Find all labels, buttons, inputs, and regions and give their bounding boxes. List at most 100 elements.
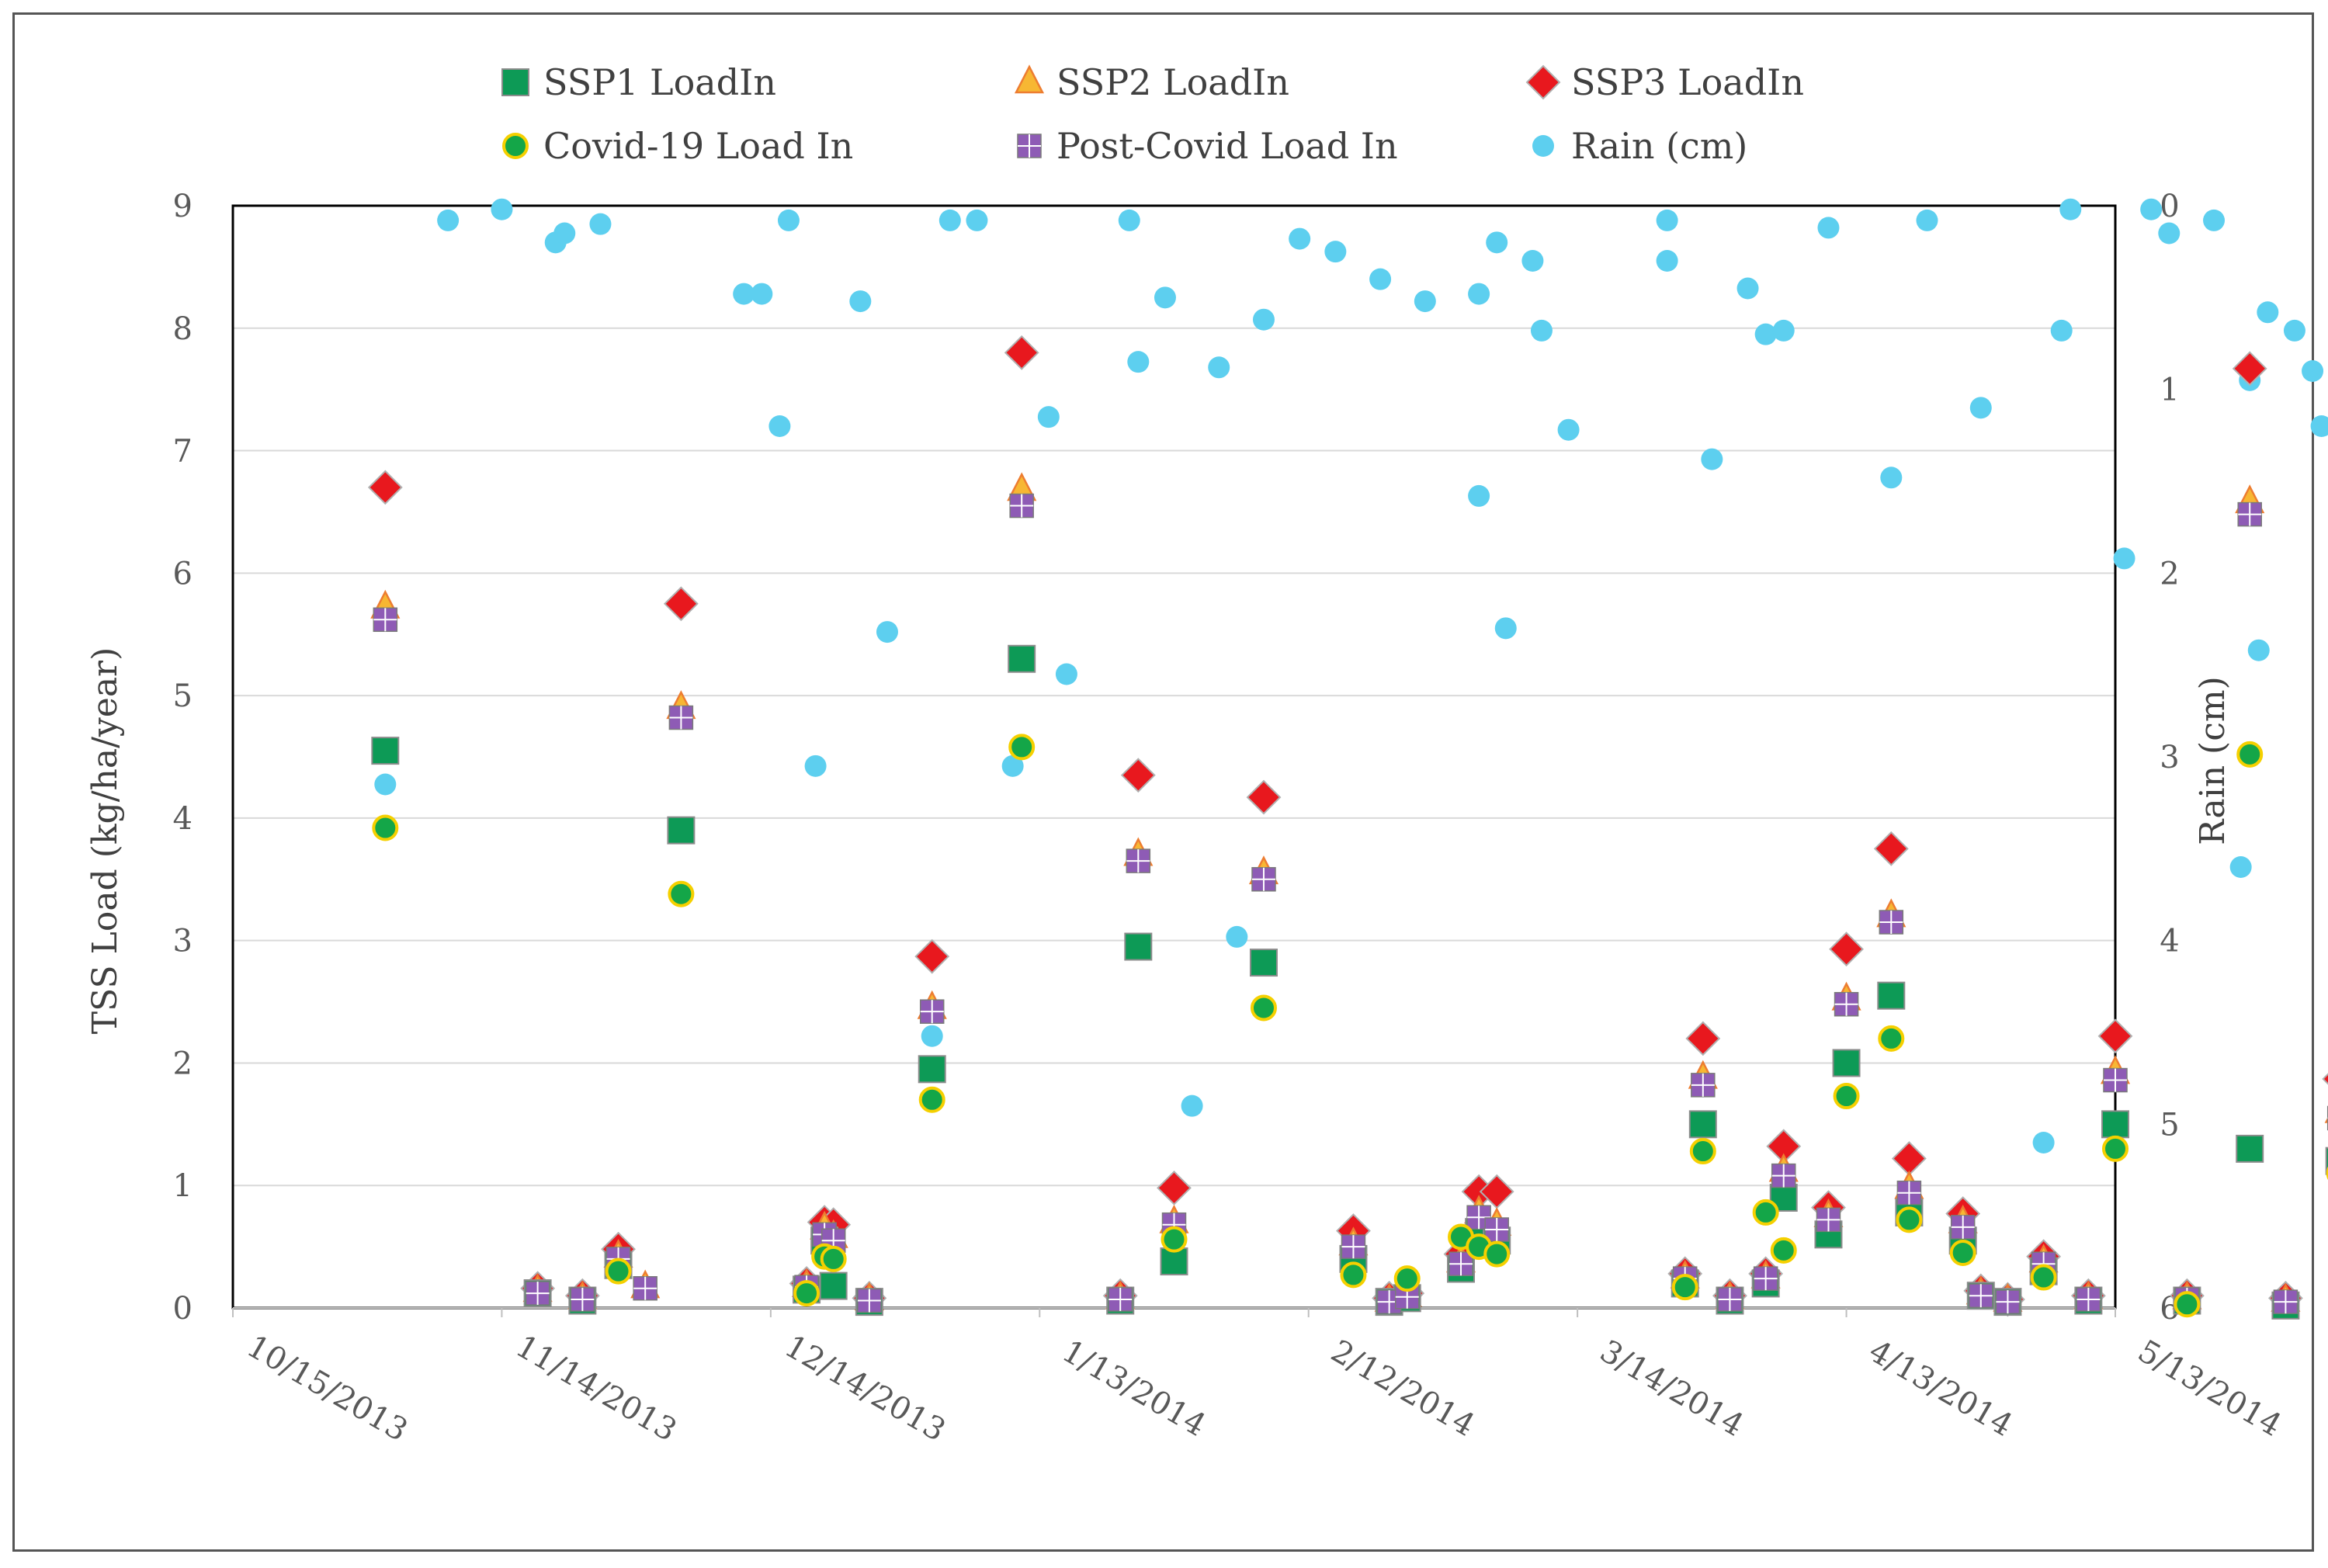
ssp3-point [663,586,699,622]
ssp1-point [918,1055,946,1084]
legend-label-covid: Covid-19 Load In [543,125,853,167]
covid-point [1878,1025,1905,1052]
rain-point [2257,301,2279,324]
rain-point [1208,356,1230,379]
ssp1-point [2325,1147,2328,1175]
covid-point [1340,1261,1367,1289]
x-tick-label: 11/14/2013 [510,1328,683,1448]
legend-label-ssp3: SSP3 LoadIn [1571,61,1804,103]
rain-point [1817,217,1840,239]
ssp1-point [1249,949,1278,977]
post-point [1816,1207,1841,1233]
rain-point [2247,639,2270,661]
ssp1-point [667,816,696,845]
post-point [1834,991,1859,1017]
ssp3-point [367,470,403,505]
rain-point [2302,360,2324,382]
legend: SSP1 LoadIn SSP2 LoadIn SSP3 LoadIn Covi… [501,61,1804,167]
y-tick-label: 6 [173,556,193,591]
post-point [1251,867,1276,892]
legend-item-ssp3: SSP3 LoadIn [1525,61,1804,103]
post-point [1969,1283,1993,1308]
post-point [857,1288,882,1313]
covid-point [1833,1083,1860,1110]
rain-point [751,283,773,305]
rain-point [1369,268,1392,290]
rain-point [733,283,755,305]
ssp3-point [1685,1021,1721,1056]
rain-point [1252,308,1275,331]
legend-label-ssp2: SSP2 LoadIn [1056,61,1289,103]
rain-point [1736,277,1759,300]
y-tick-label: 0 [173,1291,193,1327]
ssp1-point [1124,932,1153,961]
covid-point [1483,1240,1511,1268]
rain-point [938,209,961,231]
legend-item-covid: Covid-19 Load In [502,125,853,167]
rain-point [849,290,872,313]
y2-tick-label: 5 [2160,1107,2179,1143]
y-tick-label: 9 [173,189,193,224]
y-tick-label: 3 [173,924,193,959]
y-tick-label: 4 [173,801,193,837]
legend-marker-post-covid [1017,134,1042,158]
x-tick-label: 2/12/2014 [1325,1334,1481,1444]
post-point [2237,501,2262,527]
post-point [1448,1251,1473,1276]
legend-symbol-ssp3 [1525,64,1561,100]
rain-point [1181,1094,1203,1117]
post-point [1009,493,1034,519]
post-point [1950,1215,1976,1240]
post-point [525,1281,550,1306]
x-tick-label: 5/13/2014 [2132,1334,2288,1444]
series-rain [374,198,2328,1153]
legend-marker-ssp2 [1014,64,1045,94]
rain-point [1154,286,1176,309]
rain-point [374,773,397,796]
legend-item-ssp1: SSP1 LoadIn [501,61,776,103]
rain-point [2203,209,2226,231]
legend-marker-covid [502,133,529,159]
covid-point [372,814,399,841]
rain-point [1494,617,1517,640]
ssp3-point [1246,779,1282,815]
rain-point [777,209,800,231]
rain-point [876,621,898,644]
y-tick-label: 1 [173,1168,193,1204]
rain-point [2050,319,2073,342]
y2-tick-label: 3 [2160,740,2179,775]
post-point [1771,1163,1796,1188]
covid-point [1393,1265,1421,1292]
legend-item-post-covid: Post-Covid Load In [1017,125,1398,167]
covid-point [1250,994,1277,1022]
y2-tick-label: 4 [2160,924,2179,959]
covid-point [820,1245,847,1272]
y-tick-label: 2 [173,1046,193,1081]
covid-point [1008,734,1036,761]
rain-point [1969,397,1992,419]
rain-point [1468,283,1490,305]
ssp1-point [2101,1110,2129,1139]
post-point [1341,1234,1366,1259]
covid-point [918,1086,945,1113]
post-point [2076,1287,2101,1312]
legend-symbol-post [1017,134,1042,158]
ssp3-point [914,938,950,974]
covid-point [1949,1240,1976,1266]
post-point [2273,1289,2299,1314]
post-point [668,705,694,730]
ssp1-point [819,1271,848,1300]
covid-point [2030,1264,2057,1291]
rain-point [1521,250,1544,272]
rain-point [804,755,827,777]
rain-point [1754,323,1777,345]
rain-point [1772,319,1795,342]
rain-point [1656,209,1678,231]
ssp3-point [2322,1073,2328,1085]
post-point [1896,1180,1922,1205]
ssp3-point [1829,931,1864,967]
covid-point [1752,1199,1779,1226]
series-ssp3 [367,335,2328,1317]
rain-point [1226,925,1248,948]
